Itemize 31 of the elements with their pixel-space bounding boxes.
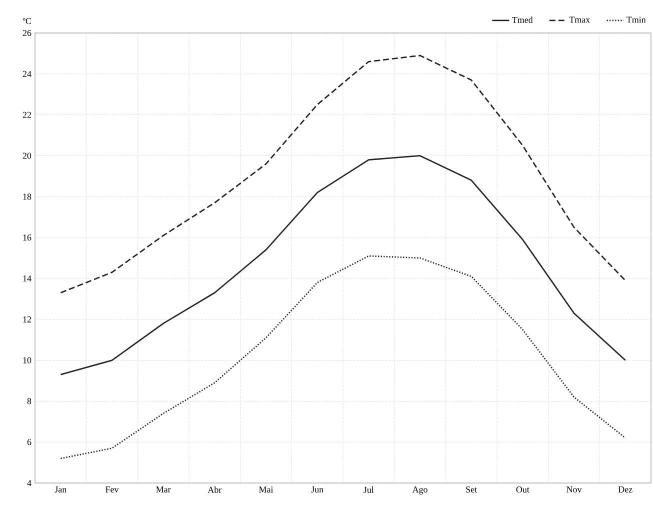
y-tick-label: 6 [27, 439, 32, 446]
x-tick-label: Dez [618, 486, 632, 492]
y-axis-title: ºC [22, 18, 31, 24]
y-tick-label: 8 [27, 398, 32, 404]
x-tick-label: Jan [54, 486, 67, 492]
x-tick-label: Mar [156, 486, 171, 492]
x-tick-label: Nov [566, 486, 582, 492]
y-tick-label: 20 [22, 152, 32, 159]
line-series [60, 54, 626, 294]
x-tick-label: Set [466, 486, 478, 493]
legend-label: Tmed [512, 16, 533, 23]
line-series [60, 255, 626, 460]
legend-label: Tmax [569, 16, 590, 23]
y-tick-label: 18 [23, 194, 32, 200]
x-tick-label: Jul [364, 486, 374, 493]
y-tick-label: 14 [23, 275, 32, 282]
legend-label: Tmin [626, 16, 646, 23]
y-tick-label: 4 [27, 480, 32, 486]
y-tick-label: 16 [23, 234, 32, 241]
y-tick-label: 10 [23, 357, 32, 364]
x-tick-label: Out [516, 486, 530, 493]
x-tick-label: Abr [208, 486, 222, 493]
x-tick-label: Mai [259, 486, 274, 493]
x-tick-label: Fev [106, 486, 119, 492]
line-series [60, 155, 626, 376]
y-tick-label: 12 [23, 316, 31, 322]
x-tick-label: Ago [412, 486, 428, 494]
y-tick-label: 24 [22, 70, 32, 77]
x-tick-label: Jun [311, 486, 324, 492]
y-tick-label: 26 [22, 30, 32, 36]
y-tick-label: 22 [22, 112, 31, 118]
